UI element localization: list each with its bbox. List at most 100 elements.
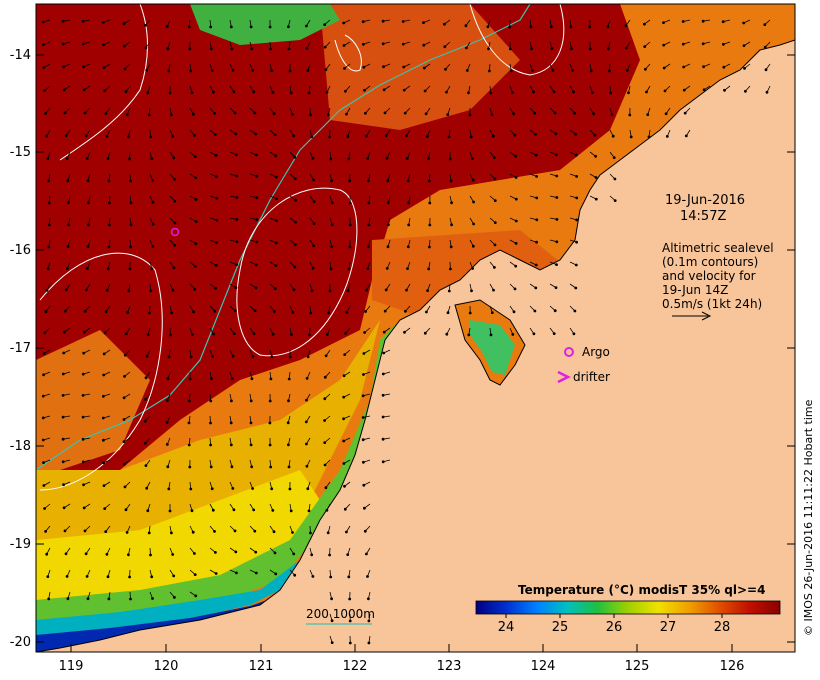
velocity-arrow-head bbox=[187, 399, 191, 403]
velocity-arrow-head bbox=[83, 529, 87, 533]
velocity-arrow-head bbox=[293, 265, 297, 269]
velocity-arrow-head bbox=[311, 156, 315, 160]
velocity-arrow-head bbox=[426, 289, 430, 293]
velocity-arrow-head bbox=[173, 199, 177, 203]
velocity-arrow-head bbox=[102, 394, 105, 398]
velocity-arrow-head bbox=[646, 113, 650, 116]
velocity-arrow-head bbox=[172, 156, 176, 160]
velocity-arrow-head bbox=[406, 267, 409, 271]
velocity-arrow-head bbox=[149, 553, 152, 557]
velocity-arrow-head bbox=[367, 223, 371, 227]
velocity-arrow-head bbox=[386, 201, 390, 205]
velocity-arrow-head bbox=[366, 179, 370, 183]
velocity-arrow-head bbox=[209, 25, 213, 29]
velocity-arrow-head bbox=[194, 242, 198, 246]
velocity-arrow-head bbox=[574, 286, 578, 290]
velocity-arrow-head bbox=[209, 443, 213, 447]
velocity-arrow-head bbox=[534, 286, 538, 290]
velocity-arrow-head bbox=[304, 442, 308, 446]
velocity-arrow-head bbox=[122, 22, 126, 26]
velocity-arrow-head bbox=[427, 245, 431, 249]
velocity-arrow-head bbox=[382, 351, 386, 355]
velocity-arrow-head bbox=[81, 437, 85, 441]
velocity-arrow-head bbox=[625, 46, 628, 50]
velocity-arrow-head bbox=[81, 42, 85, 46]
velocity-arrow-head bbox=[343, 507, 347, 511]
y-tick: -15 bbox=[10, 145, 795, 160]
velocity-arrow-head bbox=[229, 443, 233, 447]
velocity-arrow-head bbox=[684, 134, 688, 138]
velocity-arrow-head bbox=[514, 219, 518, 223]
velocity-arrow-head bbox=[644, 67, 647, 71]
velocity-arrow-head bbox=[165, 420, 169, 424]
velocity-arrow-head bbox=[143, 23, 147, 27]
velocity-arrow-head bbox=[102, 352, 106, 356]
velocity-arrow-head bbox=[532, 90, 535, 94]
velocity-arrow-head bbox=[251, 69, 255, 72]
velocity-arrow-head bbox=[308, 531, 312, 535]
velocity-arrow-head bbox=[104, 112, 108, 115]
velocity-arrow-head bbox=[234, 571, 238, 575]
velocity-arrow-head bbox=[422, 66, 426, 70]
velocity-arrow-head bbox=[348, 245, 352, 249]
velocity-arrow-head bbox=[290, 333, 293, 337]
velocity-arrow-head bbox=[511, 91, 514, 94]
velocity-arrow-head bbox=[67, 201, 70, 205]
velocity-arrow-head bbox=[81, 460, 85, 464]
velocity-arrow-head bbox=[721, 20, 725, 24]
velocity-arrow-head bbox=[165, 442, 169, 446]
velocity-arrow-head bbox=[384, 288, 388, 292]
velocity-arrow-head bbox=[171, 288, 175, 292]
velocity-arrow-head bbox=[328, 135, 332, 139]
velocity-arrow-head bbox=[123, 374, 126, 378]
velocity-arrow-head bbox=[249, 25, 253, 29]
velocity-arrow-head bbox=[367, 201, 371, 205]
velocity-arrow-head bbox=[347, 267, 351, 271]
velocity-arrow-head bbox=[443, 45, 447, 49]
velocity-arrow-head bbox=[127, 289, 131, 293]
velocity-arrow-head bbox=[381, 460, 385, 464]
velocity-arrow-head bbox=[594, 154, 597, 158]
velocity-arrow-head bbox=[702, 65, 705, 69]
velocity-arrow-head bbox=[573, 309, 577, 313]
velocity-arrow-head bbox=[168, 91, 172, 95]
velocity-arrow-head bbox=[348, 179, 352, 183]
velocity-arrow-head bbox=[128, 267, 132, 271]
velocity-arrow-head bbox=[555, 263, 558, 267]
velocity-arrow-head bbox=[625, 69, 629, 72]
velocity-arrow-head bbox=[293, 177, 297, 181]
x-tick: 126 bbox=[720, 644, 744, 674]
velocity-arrow-head bbox=[108, 201, 111, 205]
velocity-arrow-head bbox=[145, 68, 149, 72]
velocity-arrow-head bbox=[230, 465, 234, 469]
velocity-arrow-head bbox=[403, 330, 406, 334]
velocity-arrow-head bbox=[342, 374, 346, 378]
velocity-arrow-head bbox=[345, 310, 349, 314]
velocity-arrow-head bbox=[307, 333, 311, 337]
velocity-arrow-head bbox=[126, 553, 130, 557]
velocity-arrow-head bbox=[82, 88, 86, 92]
y-tick-label: -15 bbox=[10, 145, 31, 160]
velocity-arrow-head bbox=[324, 68, 328, 72]
velocity-arrow-head bbox=[273, 551, 277, 555]
velocity-arrow-head bbox=[448, 157, 452, 161]
velocity-arrow-head bbox=[348, 619, 352, 623]
velocity-arrow-head bbox=[102, 438, 105, 442]
velocity-arrow-head bbox=[722, 65, 726, 69]
velocity-arrow-head bbox=[573, 111, 577, 115]
velocity-arrow-head bbox=[81, 415, 85, 419]
velocity-arrow-head bbox=[552, 332, 556, 336]
velocity-arrow-head bbox=[701, 42, 705, 46]
velocity-arrow-head bbox=[326, 531, 330, 535]
bathymetry-legend: 200 1000m bbox=[306, 607, 375, 625]
velocity-arrow-head bbox=[167, 487, 171, 491]
velocity-arrow-head bbox=[513, 287, 517, 291]
velocity-arrow-head bbox=[346, 135, 350, 139]
velocity-arrow-head bbox=[211, 90, 215, 94]
velocity-arrow-head bbox=[105, 552, 109, 556]
velocity-arrows bbox=[41, 19, 771, 645]
velocity-arrow-head bbox=[231, 69, 235, 72]
velocity-arrow-head bbox=[47, 245, 51, 249]
velocity-arrow-head bbox=[214, 572, 218, 575]
velocity-arrow-head bbox=[144, 397, 147, 401]
